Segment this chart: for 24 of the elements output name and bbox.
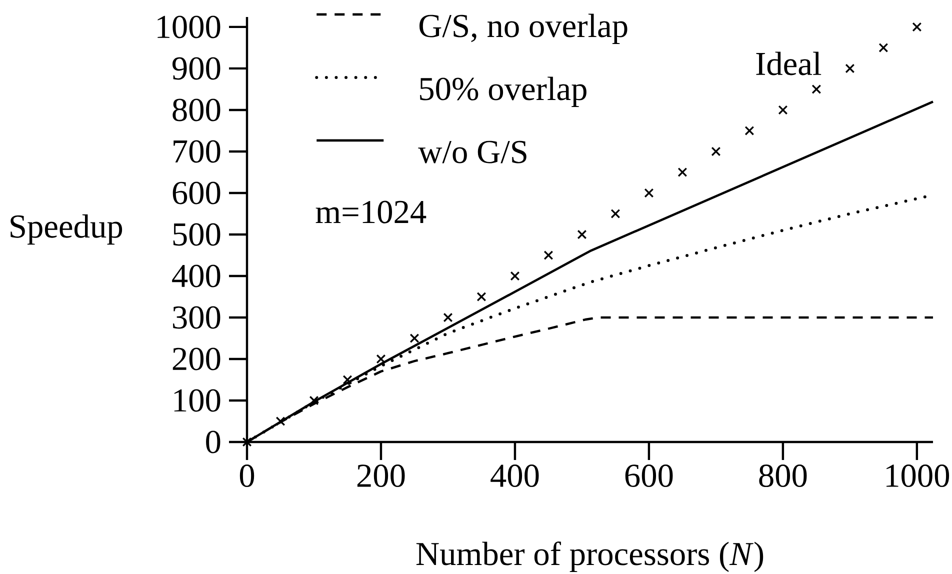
y-tick-label: 500 [173,223,220,246]
x-axis-title: Number of processors (N) [416,541,764,572]
y-tick-label: 400 [172,264,220,288]
x-tick-label: 200 [357,464,405,488]
y-tick-label: 200 [172,348,220,370]
y-tick-label: 900 [172,57,220,80]
y-tick-label: 1000 [158,16,220,38]
x-tick-label: 0 [240,464,254,488]
legend-label: w/o G/S [418,140,526,164]
x-tick-label: 400 [490,464,539,488]
series-label: Ideal [756,52,822,76]
y-tick-label: 700 [174,140,220,163]
x-tick-label: 600 [625,464,673,488]
y-tick-label: 0 [206,430,220,454]
annotation: m=1024 [316,200,426,224]
x-tick-label: 1000 [886,464,950,488]
y-axis-title: Speedup [10,214,122,245]
y-tick-label: 100 [174,389,220,412]
y-tick-label: 600 [172,182,220,204]
legend-label: G/S, no overlap [419,14,628,44]
x-tick-label: 800 [759,464,807,488]
y-tick-label: 800 [172,98,220,122]
y-tick-label: 300 [173,306,220,329]
legend-label: 50% overlap [420,76,586,108]
